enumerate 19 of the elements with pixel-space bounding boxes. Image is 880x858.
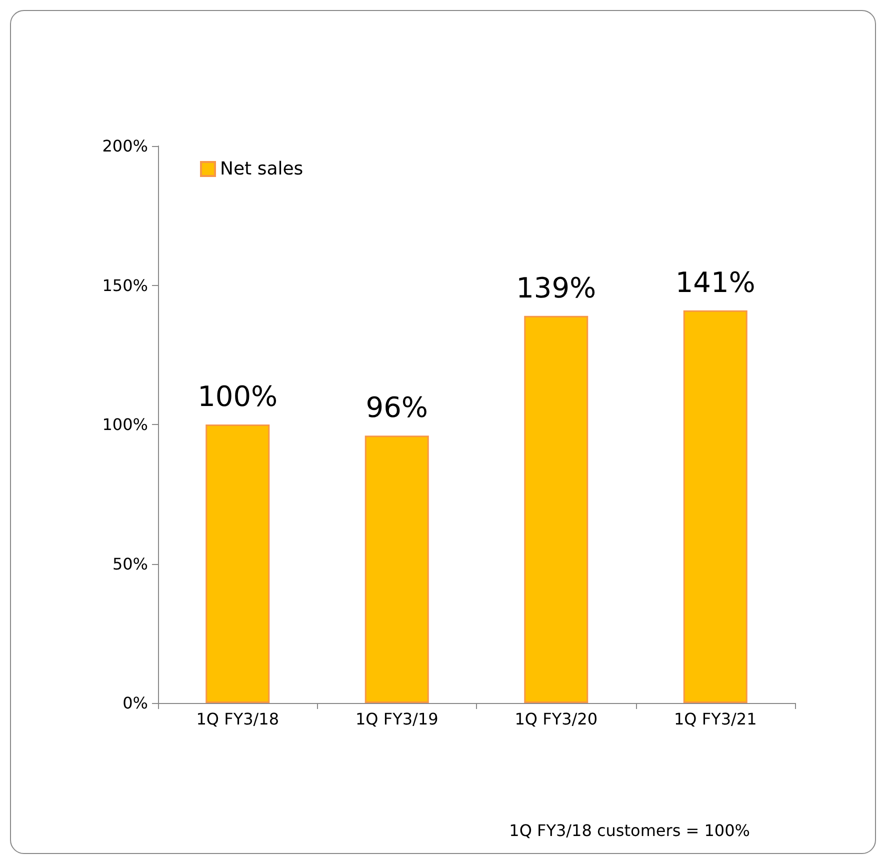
bar: [524, 316, 588, 703]
y-tick-label: 150%: [102, 276, 148, 295]
data-label: 96%: [366, 391, 428, 424]
y-tick-label: 0%: [122, 694, 148, 712]
bar: [683, 310, 748, 703]
text: 1Q FY3/18 customers = 100%: [509, 821, 750, 840]
x-tick-label: 1Q FY3/21: [674, 710, 757, 728]
y-tick-label: 200%: [102, 136, 148, 156]
x-tick-label: 1Q FY3/19: [355, 710, 438, 728]
bar: [364, 436, 429, 703]
data-label: 100%: [198, 380, 278, 413]
y-tick-label: 100%: [102, 415, 148, 434]
x-tick-label: 1Q FY3/20: [514, 710, 598, 728]
x-tick-label: 1Q FY3/18: [196, 710, 280, 728]
bar: [206, 424, 270, 703]
legend-label: Net sales: [220, 158, 304, 180]
data-label: 139%: [516, 271, 596, 304]
data-label: 141%: [675, 266, 756, 299]
y-tick-label: 50%: [112, 554, 148, 574]
